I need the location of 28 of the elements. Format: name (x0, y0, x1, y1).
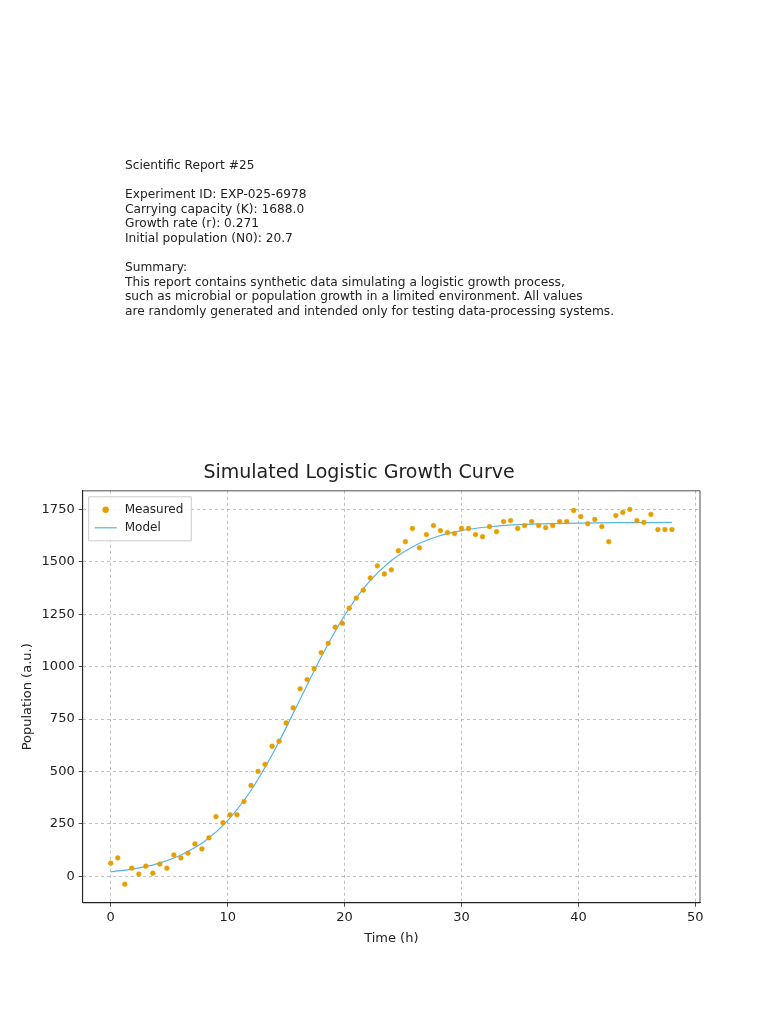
text: Initial population (N0): 20.7 (125, 230, 294, 246)
x-tick-label: 40 (570, 908, 587, 924)
text: such as microbial or population growth in a limited environment. All values (125, 289, 584, 304)
y-axis-title: Population (a.u.) (19, 643, 35, 751)
text: Experiment ID: EXP-025-6978 (125, 187, 308, 202)
x-tick-label: 20 (336, 908, 353, 924)
y-tick-label: 500 (49, 762, 75, 778)
legend-label: Model (124, 519, 161, 534)
y-tick-label: 0 (66, 867, 75, 883)
text: Carrying capacity (K): 1688.0 (125, 201, 306, 217)
text: Summary: (125, 260, 189, 275)
y-tick-label: 1500 (41, 553, 75, 569)
x-tick-label: 50 (687, 908, 704, 924)
x-tick-label: 10 (219, 908, 236, 924)
text: This report contains synthetic data simulating a logistic growth process, (125, 274, 566, 290)
y-tick-label: 1250 (41, 605, 75, 621)
x-tick-label: 30 (453, 908, 470, 924)
text: Growth rate (r): 0.271 (125, 216, 260, 231)
y-tick-label: 1000 (41, 658, 75, 673)
text: Scientific Report #25 (125, 158, 256, 173)
x-tick-label: 0 (106, 908, 115, 924)
text: are randomly generated and intended only for testing data-processing systems. (125, 303, 615, 319)
y-tick-label: 1750 (41, 500, 75, 516)
chart-title: Simulated Logistic Growth Curve (203, 460, 515, 483)
y-tick-label: 750 (49, 710, 75, 726)
legend-label: Measured (124, 501, 184, 516)
y-tick-label: 250 (49, 815, 75, 831)
x-axis-title: Time (h) (363, 929, 419, 945)
